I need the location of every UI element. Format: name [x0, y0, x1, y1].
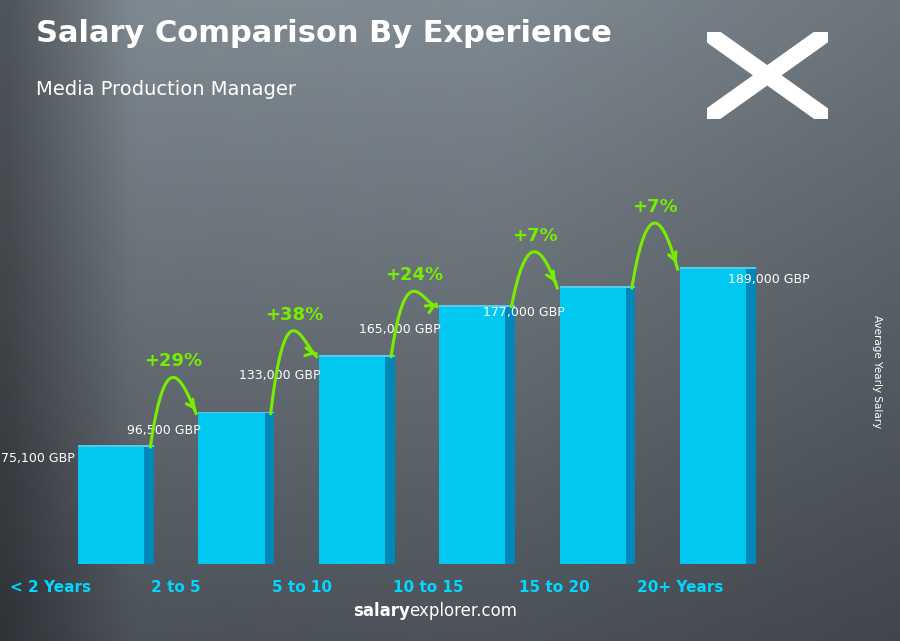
Text: +7%: +7%	[512, 227, 557, 245]
Polygon shape	[439, 304, 515, 306]
Text: 20+ Years: 20+ Years	[637, 580, 724, 595]
Bar	[506, 306, 515, 564]
Text: 10 to 15: 10 to 15	[392, 580, 464, 595]
Bar	[265, 413, 274, 564]
Polygon shape	[560, 286, 635, 288]
Text: 15 to 20: 15 to 20	[518, 580, 590, 595]
Bar	[199, 413, 265, 564]
Bar	[319, 356, 385, 564]
Text: 133,000 GBP: 133,000 GBP	[239, 369, 320, 381]
Text: < 2 Years: < 2 Years	[10, 580, 91, 595]
Polygon shape	[680, 267, 756, 269]
Text: salary: salary	[353, 603, 410, 620]
Polygon shape	[319, 354, 395, 356]
Bar	[626, 288, 635, 564]
Text: +7%: +7%	[632, 198, 678, 216]
Bar	[560, 288, 625, 564]
Text: Media Production Manager: Media Production Manager	[36, 80, 296, 99]
Text: Salary Comparison By Experience: Salary Comparison By Experience	[36, 19, 612, 48]
Text: 189,000 GBP: 189,000 GBP	[727, 273, 809, 286]
Text: +29%: +29%	[144, 353, 202, 370]
Bar	[439, 306, 506, 564]
Polygon shape	[78, 445, 154, 447]
Text: Average Yearly Salary: Average Yearly Salary	[872, 315, 883, 428]
Bar	[144, 447, 154, 564]
Text: 75,100 GBP: 75,100 GBP	[1, 452, 75, 465]
Text: +38%: +38%	[265, 306, 323, 324]
Bar	[385, 356, 395, 564]
Text: 2 to 5: 2 to 5	[151, 580, 201, 595]
Text: explorer.com: explorer.com	[410, 603, 518, 620]
Bar	[746, 269, 756, 564]
Text: +24%: +24%	[385, 266, 444, 284]
Text: 177,000 GBP: 177,000 GBP	[483, 306, 565, 319]
Text: 165,000 GBP: 165,000 GBP	[359, 323, 441, 337]
Text: 5 to 10: 5 to 10	[272, 580, 332, 595]
Bar	[78, 447, 144, 564]
Bar	[680, 269, 746, 564]
Polygon shape	[199, 412, 274, 413]
Text: 96,500 GBP: 96,500 GBP	[127, 424, 201, 437]
